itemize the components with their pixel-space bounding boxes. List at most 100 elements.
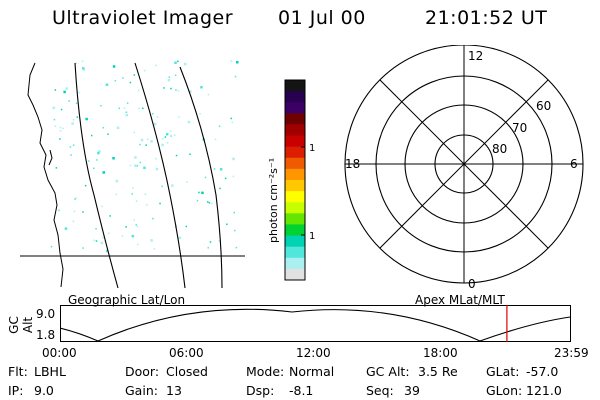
uv-speckle <box>75 102 78 104</box>
info-gain-label: Gain: <box>125 383 158 398</box>
uv-speckle <box>207 93 210 96</box>
uv-speckle <box>54 125 57 127</box>
uv-speckle <box>155 64 157 67</box>
uv-speckle <box>133 219 135 221</box>
uv-speckle <box>224 177 227 180</box>
uv-speckle <box>93 239 95 241</box>
uv-speckle <box>102 171 105 174</box>
colorbar-unit-label: photon cm⁻²s⁻¹ <box>267 158 280 243</box>
uv-speckle <box>146 204 148 206</box>
info-dsp-label: Dsp: <box>246 383 275 398</box>
info-dsp-value: -8.1 <box>289 383 314 398</box>
uv-speckle <box>183 62 187 66</box>
uv-speckle <box>115 193 118 196</box>
uv-speckle <box>63 90 66 94</box>
info-gain-value: 13 <box>166 383 182 398</box>
longitude-line <box>134 62 186 289</box>
uv-speckle <box>171 184 174 187</box>
colorbar-cell <box>285 102 305 114</box>
orbit-y-axis-label: GC Alt <box>7 316 35 334</box>
uv-speckle <box>218 240 220 242</box>
uv-speckle <box>211 202 213 205</box>
uv-speckle <box>170 87 172 90</box>
info-seq-value: 39 <box>404 383 420 398</box>
uv-speckle <box>135 224 137 226</box>
uv-speckle <box>52 106 56 110</box>
uv-speckle <box>161 143 164 147</box>
colorbar-cell <box>285 157 305 170</box>
uv-speckle <box>102 127 104 129</box>
uv-speckle <box>159 202 161 205</box>
colorbar-cell <box>285 224 305 237</box>
uv-speckle <box>143 166 146 170</box>
uv-speckle <box>165 133 169 136</box>
info-mode-label: Mode: <box>246 364 285 379</box>
time-label: 21:01:52 UT <box>425 7 548 29</box>
uv-speckle <box>65 87 68 90</box>
colorbar: 100 10 photon cm⁻²s⁻¹ <box>267 79 315 281</box>
uv-speckle <box>131 234 135 238</box>
info-ip-value: 9.0 <box>34 383 54 398</box>
info-flt-value: LBHL <box>34 364 66 379</box>
uv-speckle <box>59 138 61 140</box>
uv-speckle <box>155 167 159 171</box>
uv-speckle <box>213 168 216 170</box>
orbit-x-tick-0600: 06:00 <box>169 346 204 360</box>
info-glat-value: -57.0 <box>526 364 559 379</box>
uv-speckle <box>200 86 203 89</box>
uv-speckle <box>59 130 62 132</box>
uv-speckle <box>146 138 149 141</box>
uv-speckle <box>186 181 188 183</box>
uv-speckle <box>234 75 237 78</box>
uv-speckle <box>64 227 68 230</box>
uv-speckle <box>138 107 140 110</box>
uv-speckle <box>177 60 179 63</box>
geographic-image-panel <box>20 60 245 289</box>
uv-speckle <box>118 107 120 110</box>
uv-speckle <box>152 113 154 115</box>
uv-speckle <box>70 154 72 156</box>
uv-speckle <box>112 157 115 160</box>
info-glat-label: GLat: <box>486 364 520 379</box>
uv-speckle <box>134 156 137 159</box>
uv-speckle <box>75 62 77 64</box>
colorbar-cell <box>285 135 305 148</box>
uv-speckle <box>177 90 180 92</box>
uv-speckle <box>199 113 201 115</box>
info-mode-value: Normal <box>289 364 335 379</box>
uv-speckle <box>101 205 103 208</box>
uv-speckle <box>76 116 79 118</box>
uv-speckle <box>230 60 232 62</box>
colorbar-cell <box>285 91 305 103</box>
uv-speckle <box>235 246 238 249</box>
uv-speckle <box>72 220 75 223</box>
colorbar-tick-100: 100 <box>309 143 315 154</box>
uv-speckle <box>129 164 132 167</box>
colorbar-cell <box>285 113 305 125</box>
uv-speckle <box>219 187 221 190</box>
mlt-label-18: 18 <box>345 157 360 171</box>
uv-speckle <box>232 157 235 161</box>
uv-speckle <box>88 160 90 162</box>
uv-speckle <box>173 134 176 136</box>
uv-speckle <box>178 116 180 118</box>
uv-speckle <box>55 167 58 169</box>
uv-speckle <box>153 122 157 126</box>
uv-speckle <box>174 74 177 77</box>
uv-speckle <box>231 121 233 124</box>
colorbar-cell <box>285 257 305 270</box>
uv-speckle <box>169 130 172 132</box>
uv-speckle <box>175 89 177 91</box>
colorbar-scale <box>285 80 305 281</box>
uv-speckle <box>218 125 221 127</box>
uv-speckle <box>95 240 98 242</box>
uv-speckle <box>78 91 80 94</box>
uv-speckle <box>156 116 159 118</box>
info-door-label: Door: <box>125 364 160 379</box>
uv-speckle <box>109 215 111 217</box>
uv-speckle <box>100 241 104 245</box>
geographic-panel-label: Geographic Lat/Lon <box>68 293 186 307</box>
lat-label-70: 70 <box>512 121 527 135</box>
uv-speckle <box>68 100 70 102</box>
uv-speckle <box>170 135 172 137</box>
